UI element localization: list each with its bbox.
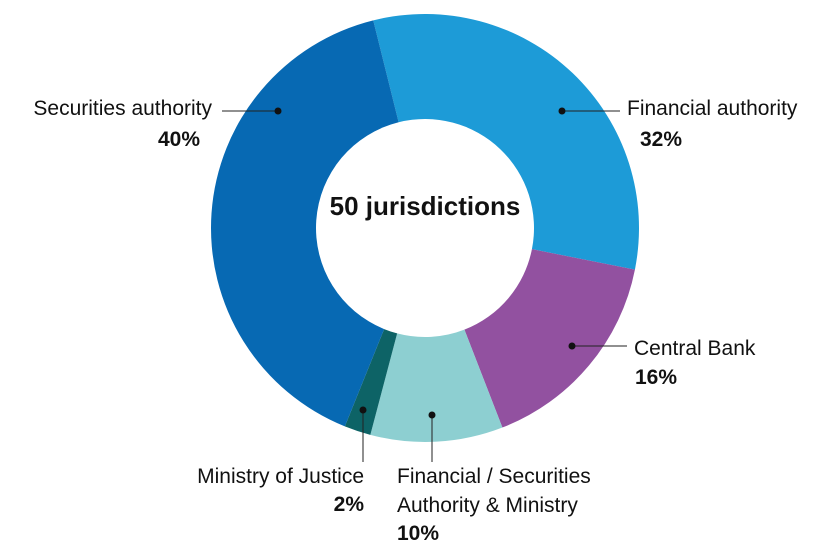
- donut-slice: [344, 329, 398, 435]
- leader-dot: [359, 406, 367, 414]
- leader-dot: [568, 342, 576, 350]
- slice-label: Central Bank: [634, 337, 756, 360]
- leader-dot: [558, 107, 566, 115]
- leader-dot: [274, 107, 282, 115]
- slice-label: Financial authority: [627, 97, 798, 120]
- center-label: 50 jurisdictions: [329, 191, 521, 221]
- donut-slice: [464, 249, 635, 428]
- slice-label: Ministry of Justice: [197, 465, 364, 488]
- value-label: 2%: [333, 493, 364, 516]
- slice-label: Securities authority: [33, 97, 212, 120]
- leader-dot: [428, 411, 436, 419]
- donut-slice: [370, 329, 503, 443]
- donut-slice: [373, 14, 639, 270]
- value-label: 10%: [397, 522, 440, 543]
- slice-label: Financial / Securities Authority & Minis…: [397, 465, 591, 517]
- value-label: 16%: [635, 366, 678, 389]
- value-label: 32%: [640, 128, 683, 151]
- donut-slice: [211, 20, 399, 427]
- value-label: 40%: [157, 128, 200, 151]
